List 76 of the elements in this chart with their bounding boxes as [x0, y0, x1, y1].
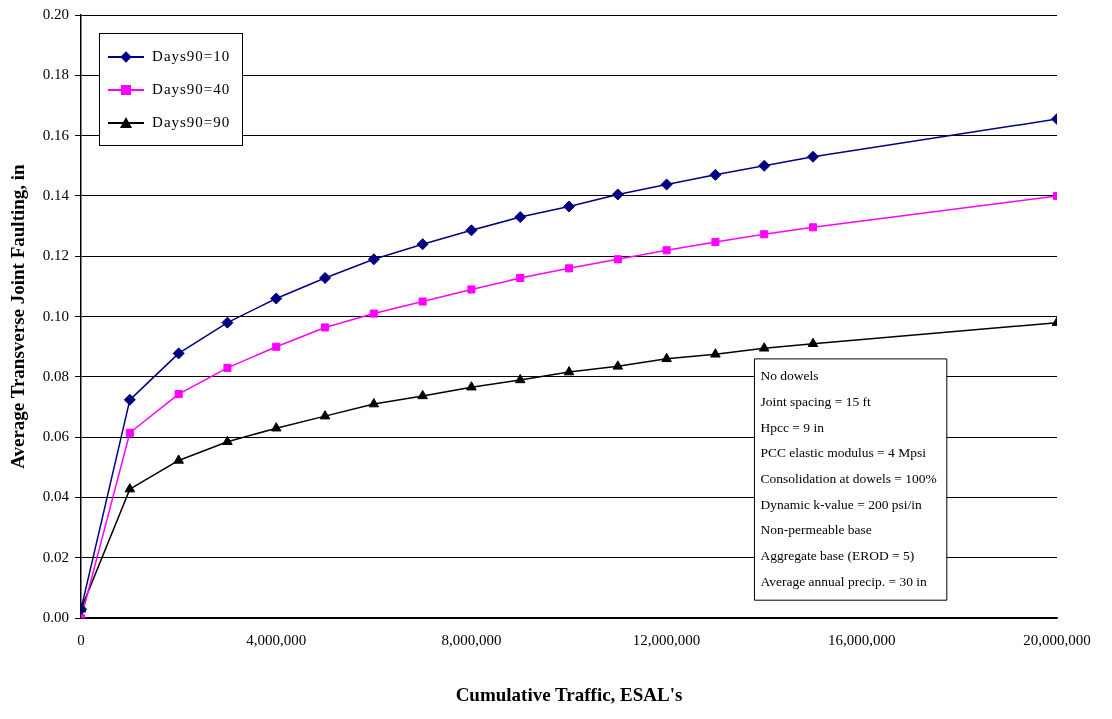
- y-tick-label: 0.06: [42, 428, 70, 445]
- point: [319, 272, 332, 284]
- legend-label: Days90=10: [152, 48, 231, 65]
- point: [172, 347, 185, 360]
- point: [807, 150, 820, 163]
- point: [223, 363, 232, 372]
- point: [270, 422, 282, 432]
- point: [465, 224, 478, 237]
- annotation: Hpcc = 9 in: [760, 419, 825, 435]
- annotation: Consolidation at dowels = 100%: [760, 471, 937, 487]
- y-tick-label: 0.16: [42, 126, 70, 143]
- x-axis-title: Cumulative Traffic, ESAL's: [455, 683, 683, 705]
- y-tick-label: 0.18: [42, 66, 70, 83]
- point: [516, 273, 525, 283]
- point: [563, 366, 575, 376]
- point: [417, 389, 428, 400]
- annotation: Joint spacing = 15 ft: [760, 394, 872, 409]
- y-tick-label: 0.20: [42, 5, 70, 22]
- annotation: Non-permeable base: [760, 522, 872, 538]
- point: [613, 255, 622, 264]
- legend-label: Days90=90: [152, 114, 231, 131]
- point: [173, 454, 184, 464]
- point: [662, 246, 671, 255]
- y-axis-title: Average Transverse Joint Faulting, in: [7, 163, 29, 469]
- annotation: Aggregate base (EROD = 5): [760, 548, 915, 564]
- point: [319, 410, 331, 420]
- point: [270, 292, 283, 305]
- point: [760, 230, 769, 239]
- y-tick-label: 0.08: [42, 367, 70, 384]
- point: [611, 188, 624, 201]
- point: [124, 483, 136, 493]
- point: [272, 342, 281, 351]
- x-tick-label: 16,000,000: [828, 632, 896, 649]
- y-tick-label: 0.10: [42, 307, 70, 324]
- annotation: PCC elastic modulus = 4 Mpsi: [760, 445, 927, 461]
- annotation: Average annual precip. = 30 in: [760, 573, 927, 589]
- point: [709, 168, 722, 181]
- annotation: No dowels: [760, 368, 819, 384]
- point: [221, 316, 234, 329]
- y-tick-label: 0.12: [42, 247, 70, 264]
- point: [514, 211, 527, 224]
- point: [367, 253, 380, 266]
- point: [123, 393, 136, 406]
- point: [466, 381, 477, 391]
- point: [418, 297, 427, 306]
- x-tick-label: 4,000,000: [246, 632, 307, 649]
- point: [808, 223, 818, 232]
- legend-label: Days90=40: [152, 81, 231, 98]
- point: [369, 309, 378, 318]
- point: [612, 360, 624, 370]
- y-tick-label: 0.14: [42, 186, 70, 203]
- y-tick-label: 0.00: [42, 609, 70, 626]
- point: [174, 390, 183, 399]
- point: [222, 435, 233, 446]
- y-tick-label: 0.02: [42, 548, 70, 565]
- x-tick-label: 8,000,000: [441, 632, 502, 649]
- point: [710, 348, 721, 358]
- point: [758, 159, 771, 172]
- x-tick-label: 20,000,000: [1023, 632, 1091, 649]
- point: [563, 200, 576, 213]
- point: [416, 238, 429, 251]
- point: [660, 178, 673, 191]
- point: [564, 264, 574, 273]
- point: [467, 285, 476, 294]
- point: [661, 352, 672, 363]
- point: [321, 323, 330, 332]
- point: [125, 428, 134, 437]
- point: [368, 398, 380, 408]
- point: [758, 342, 770, 352]
- point: [514, 373, 526, 384]
- x-tick-label: 12,000,000: [632, 632, 701, 649]
- y-tick-label: 0.04: [42, 488, 70, 505]
- x-tick-label: 0: [77, 632, 85, 649]
- point: [807, 337, 819, 347]
- annotation: Dynamic k-value = 200 psi/in: [760, 496, 923, 512]
- point: [711, 238, 720, 247]
